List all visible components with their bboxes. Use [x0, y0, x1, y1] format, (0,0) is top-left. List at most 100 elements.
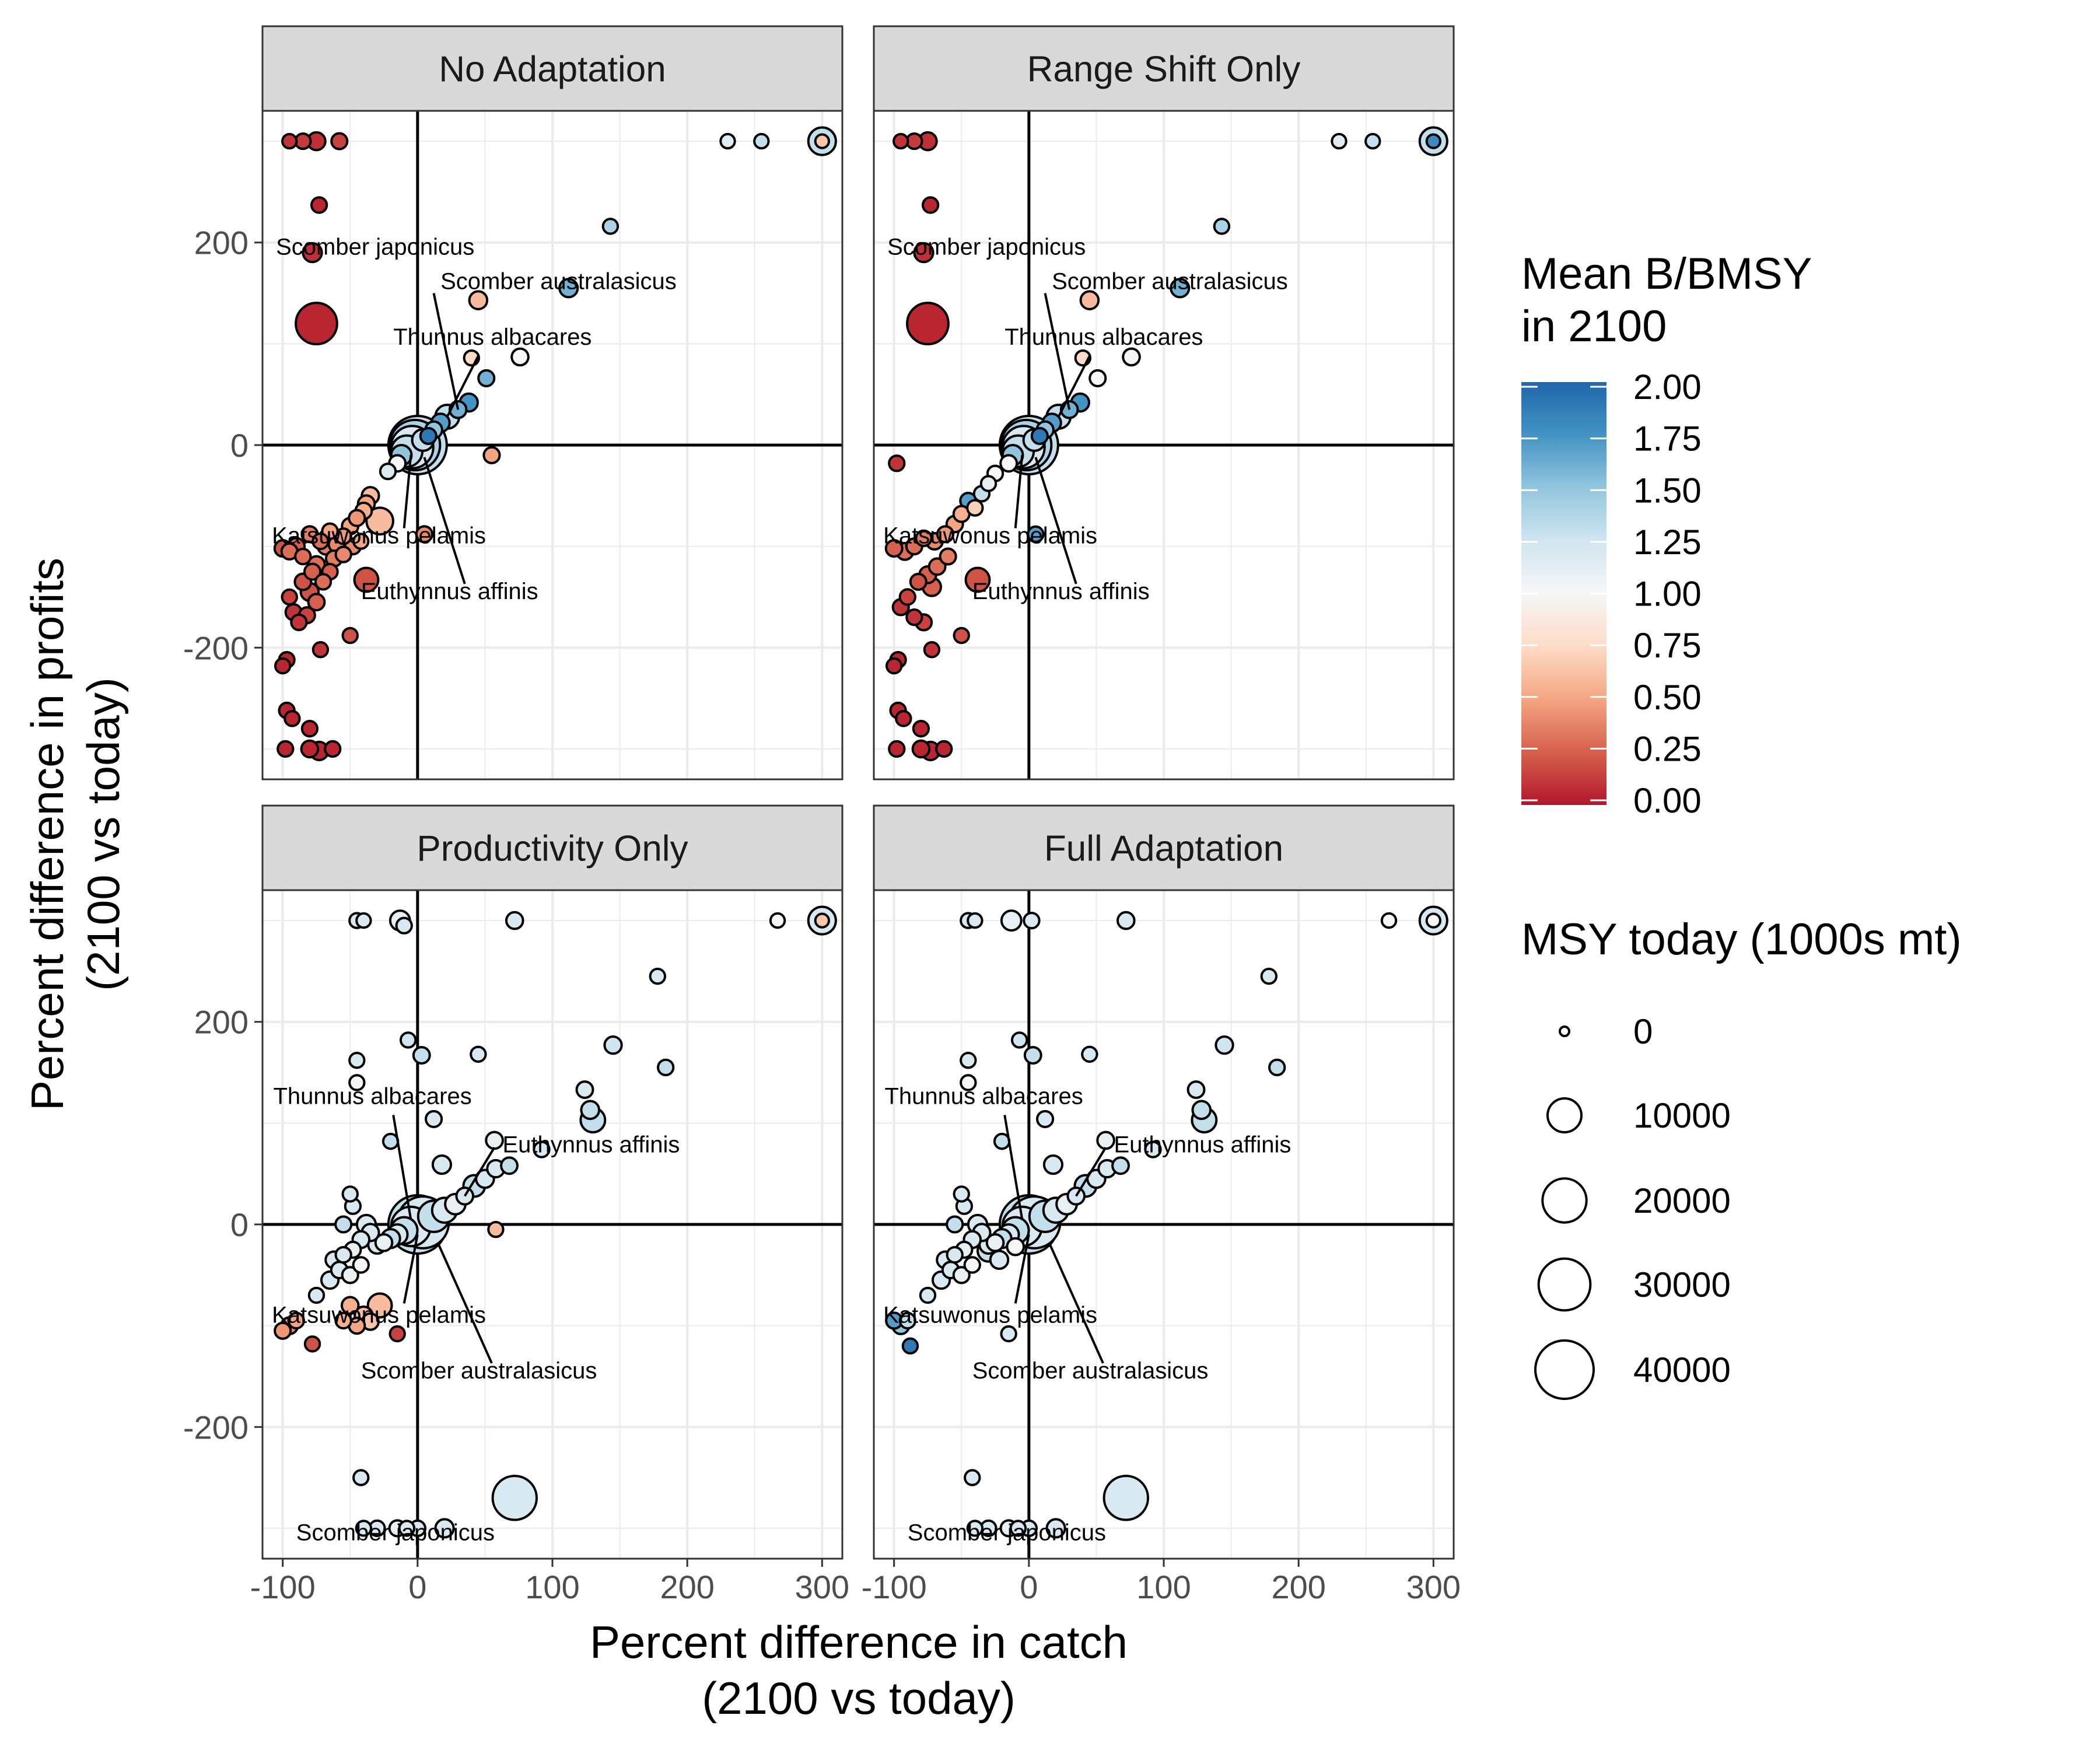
data-point: [287, 1311, 305, 1330]
data-point: [419, 426, 438, 445]
data-point: [1268, 1058, 1286, 1077]
data-point: [388, 1325, 406, 1343]
data-point: [901, 1337, 919, 1355]
data-point: [1009, 1520, 1027, 1537]
data-point: [985, 1233, 1005, 1252]
data-point: [307, 593, 326, 612]
x-tick-label: 200: [1271, 1569, 1325, 1605]
data-point: [898, 588, 916, 606]
points: [885, 905, 1448, 1539]
data-point: [434, 1518, 455, 1539]
species-label: Scomber japonicus: [887, 235, 1086, 260]
facet-title: Range Shift Only: [1027, 50, 1301, 90]
data-point: [500, 1156, 519, 1175]
size-legend-key: [1546, 1097, 1583, 1133]
x-tick-label: 300: [1406, 1569, 1461, 1605]
data-point: [979, 475, 998, 492]
data-point: [1088, 369, 1107, 387]
data-point: [341, 1266, 359, 1284]
data-point: [1122, 347, 1141, 367]
species-label: Scomber australasicus: [972, 1358, 1209, 1384]
data-point: [1186, 1080, 1206, 1100]
species-label: Scomber australasicus: [440, 269, 677, 295]
shared-axes: Percent difference in catch(2100 vs toda…: [22, 558, 1128, 1724]
data-point: [885, 657, 903, 675]
colorbar-label: 1.25: [1633, 523, 1702, 562]
data-point: [888, 740, 906, 758]
data-point: [312, 532, 330, 551]
data-point: [935, 740, 953, 758]
label-leader-line: [1014, 455, 1024, 528]
data-point: [274, 1321, 292, 1340]
gridlines: [874, 111, 1454, 779]
x-tick-label: -100: [250, 1569, 316, 1605]
data-point: [1023, 911, 1041, 930]
data-point: [999, 454, 1019, 473]
size-legend-key: [1534, 1339, 1595, 1400]
x-tick-label: 300: [795, 1569, 849, 1605]
data-point: [307, 1286, 326, 1304]
data-point: [1042, 1154, 1064, 1175]
data-point: [915, 529, 933, 547]
data-point: [352, 1469, 370, 1486]
data-point: [1144, 1140, 1162, 1158]
data-point: [769, 912, 786, 929]
data-point: [952, 1266, 971, 1284]
size-legend-key: [1537, 1257, 1592, 1312]
colorbar-label: 1.75: [1633, 419, 1702, 459]
x-axis-subtitle: (2100 vs today): [702, 1672, 1016, 1724]
data-point: [966, 499, 984, 517]
label-leader-line: [402, 1234, 419, 1304]
size-legend-key: [1559, 1026, 1570, 1037]
data-point: [1425, 912, 1441, 929]
y-tick-label: -200: [183, 1409, 249, 1446]
y-tick-label: -200: [183, 629, 249, 666]
data-point: [487, 1220, 505, 1238]
facet-title: Productivity Only: [416, 829, 688, 869]
facet-panel: Full Adaptation Thunnus albacares Euthynnu…: [862, 804, 1461, 1605]
data-point: [395, 916, 413, 935]
data-point: [963, 1256, 981, 1274]
species-label: Euthynnus affinis: [361, 579, 538, 604]
colorbar-label: 1.00: [1633, 575, 1702, 614]
data-point: [314, 573, 332, 591]
data-point: [334, 1215, 353, 1234]
species-label: Scomber japonicus: [296, 1520, 495, 1546]
data-point: [1030, 426, 1049, 445]
data-point: [1380, 912, 1398, 929]
label-leader-line: [446, 355, 480, 418]
points: [884, 126, 1448, 761]
data-point: [1425, 133, 1441, 149]
data-point: [919, 1286, 937, 1304]
label-leader-line: [1003, 1115, 1024, 1220]
facet-panel: Productivity Only Thunnus albacares Euthyn…: [183, 804, 849, 1605]
data-point: [290, 613, 308, 632]
colorbar-label: 0.50: [1633, 678, 1702, 717]
data-point: [281, 588, 298, 606]
data-point: [470, 1045, 487, 1063]
data-point: [340, 1296, 360, 1315]
data-point: [348, 509, 366, 527]
data-point: [374, 1233, 394, 1252]
data-point: [415, 525, 433, 544]
data-point: [921, 196, 940, 214]
facet-strip: [261, 25, 844, 112]
data-point: [310, 196, 328, 214]
label-leader-line: [1034, 457, 1077, 584]
x-tick-label: 200: [660, 1569, 714, 1605]
data-point: [365, 506, 394, 536]
data-point: [895, 710, 912, 727]
panel-border: [873, 110, 1455, 780]
label-leader-line: [432, 293, 460, 410]
data-point: [302, 242, 323, 264]
data-point: [341, 626, 359, 645]
data-point: [412, 1046, 431, 1065]
data-point: [352, 1256, 370, 1274]
y-tick-label: 0: [230, 1206, 249, 1243]
data-point: [348, 1052, 366, 1069]
label-leader-line: [1014, 1234, 1030, 1304]
data-point: [946, 1245, 964, 1264]
size-legend-label: 30000: [1633, 1265, 1731, 1304]
